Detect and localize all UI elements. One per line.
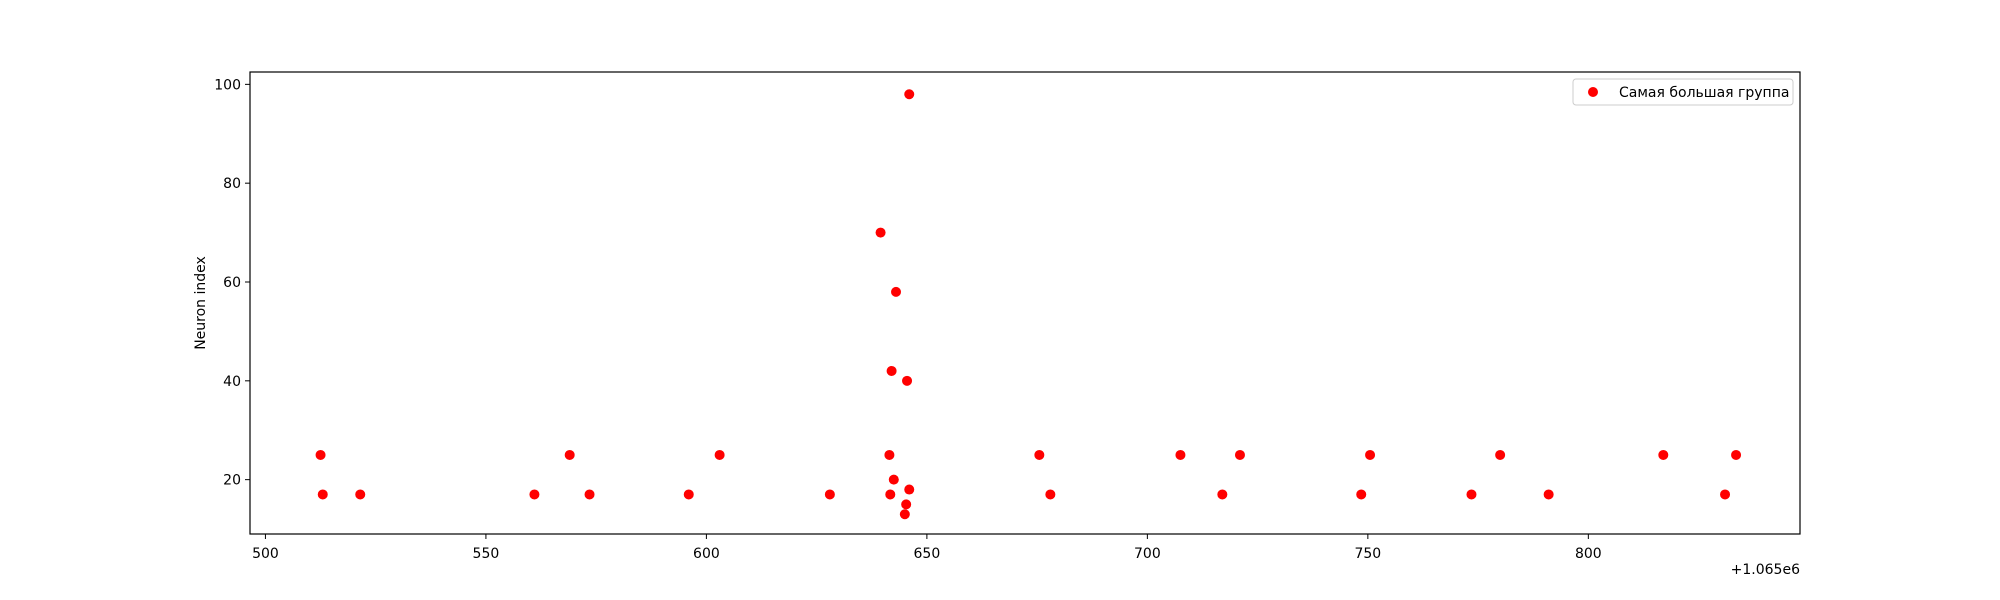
data-point — [1175, 449, 1186, 460]
data-point — [317, 489, 328, 500]
data-point — [315, 449, 326, 460]
data-point — [875, 227, 886, 238]
x-axis-ticks: 500 550 600 650 700 750 800 — [252, 534, 1602, 562]
x-tick-label: 550 — [473, 546, 500, 562]
y-tick-label: 20 — [223, 473, 241, 489]
data-point — [899, 509, 910, 520]
data-point — [888, 474, 899, 485]
data-point — [902, 375, 913, 386]
data-point — [1217, 489, 1228, 500]
legend: Самая большая группа — [1572, 78, 1794, 106]
plot-frame — [249, 71, 1801, 535]
data-point — [1234, 449, 1245, 460]
x-tick-label: 750 — [1354, 546, 1381, 562]
data-point — [1034, 449, 1045, 460]
legend-box — [1572, 78, 1794, 106]
x-tick-label: 500 — [252, 546, 279, 562]
y-axis-ticks: 20 40 60 80 100 — [214, 77, 250, 489]
data-point — [904, 89, 915, 100]
data-point — [529, 489, 540, 500]
legend-marker — [1588, 87, 1598, 97]
data-point — [1543, 489, 1554, 500]
data-point — [1658, 449, 1669, 460]
y-tick-label: 40 — [223, 374, 241, 390]
x-tick-label: 800 — [1575, 546, 1602, 562]
data-point — [886, 365, 897, 376]
data-point — [1495, 449, 1506, 460]
x-tick-label: 600 — [693, 546, 720, 562]
y-tick-label: 100 — [214, 77, 241, 93]
legend-label: Самая большая группа — [1619, 85, 1789, 101]
y-axis-label: Neuron index — [193, 256, 209, 350]
data-point — [891, 286, 902, 297]
data-points — [315, 89, 1742, 520]
data-point — [1466, 489, 1477, 500]
data-point — [1365, 449, 1376, 460]
x-tick-label: 650 — [914, 546, 941, 562]
y-tick-label: 80 — [223, 176, 241, 192]
y-tick-label: 60 — [223, 275, 241, 291]
data-point — [683, 489, 694, 500]
data-point — [904, 484, 915, 495]
data-point — [884, 449, 895, 460]
x-offset-label: +1.065e6 — [1731, 562, 1800, 578]
data-point — [1356, 489, 1367, 500]
data-point — [355, 489, 366, 500]
data-point — [1731, 449, 1742, 460]
data-point — [714, 449, 725, 460]
data-point — [564, 449, 575, 460]
x-tick-label: 700 — [1134, 546, 1161, 562]
data-point — [824, 489, 835, 500]
data-point — [1045, 489, 1056, 500]
data-point — [584, 489, 595, 500]
data-point — [1720, 489, 1731, 500]
data-point — [901, 499, 912, 510]
data-point — [885, 489, 896, 500]
